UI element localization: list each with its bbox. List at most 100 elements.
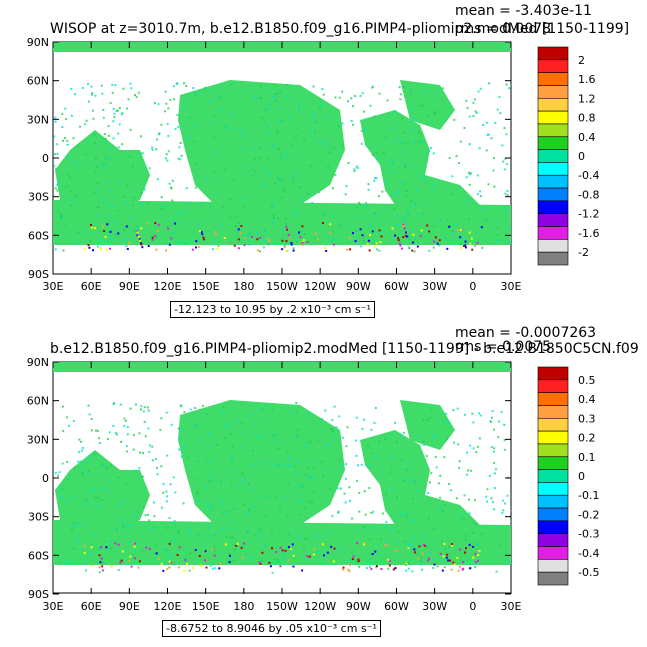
field-cell <box>419 235 422 238</box>
field-cell <box>315 536 318 539</box>
field-cell <box>486 488 489 491</box>
field-cell <box>174 491 177 494</box>
field-cell <box>151 148 154 151</box>
field-cell <box>301 569 304 572</box>
field-cell <box>128 559 131 562</box>
field-cell <box>493 461 496 464</box>
field-cell <box>277 448 280 451</box>
field-cell <box>397 237 400 240</box>
field-cell <box>469 469 472 472</box>
colorbar-label: 0.4 <box>578 393 596 406</box>
field-cell <box>419 563 422 566</box>
colorbar-swatch <box>537 187 569 202</box>
field-cell <box>105 546 108 549</box>
field-cell <box>412 233 415 236</box>
field-cell <box>347 568 350 571</box>
field-cell <box>157 133 160 136</box>
field-cell <box>237 221 240 224</box>
field-cell <box>331 514 334 517</box>
field-cell <box>468 543 471 546</box>
field-cell <box>355 416 358 419</box>
field-cell <box>324 409 327 412</box>
field-cell <box>466 451 469 454</box>
field-cell <box>169 98 172 101</box>
field-cell <box>104 235 107 238</box>
field-cell <box>295 127 298 130</box>
field-cell <box>70 204 73 207</box>
field-cell <box>402 86 405 89</box>
lon-label: 150E <box>192 280 220 293</box>
field-cell <box>188 569 191 572</box>
field-cell <box>196 424 199 427</box>
ocean-region <box>178 80 345 215</box>
colorbar-swatch <box>537 494 569 509</box>
field-cell <box>421 552 424 555</box>
lon-label: 90E <box>119 280 140 293</box>
field-cell <box>498 543 501 546</box>
field-cell <box>408 247 411 250</box>
lon-label: 0 <box>469 280 476 293</box>
field-cell <box>472 447 475 450</box>
field-cell <box>479 195 482 198</box>
field-cell <box>327 531 330 534</box>
colorbar-label: -1.2 <box>578 208 599 221</box>
ocean-region <box>53 200 511 245</box>
mean-label: mean = -0.0007263 <box>455 325 597 341</box>
field-cell <box>394 234 397 237</box>
field-cell <box>108 234 111 237</box>
field-cell <box>168 566 171 569</box>
field-cell <box>509 517 511 520</box>
field-cell <box>395 190 398 193</box>
field-cell <box>182 107 185 110</box>
field-cell <box>66 143 69 146</box>
field-cell <box>422 212 425 215</box>
field-cell <box>455 155 458 158</box>
field-cell <box>423 443 426 446</box>
field-cell <box>68 424 71 427</box>
field-cell <box>84 569 87 572</box>
field-cell <box>466 106 469 109</box>
field-cell <box>481 123 484 126</box>
ocean-region <box>360 430 480 535</box>
field-cell <box>236 542 239 545</box>
field-cell <box>172 563 175 566</box>
field-cell <box>378 229 381 232</box>
field-cell <box>101 92 104 95</box>
field-cell <box>168 542 171 545</box>
field-cell <box>503 126 506 129</box>
field-cell <box>208 433 211 436</box>
field-cell <box>459 247 462 250</box>
field-cell <box>373 115 376 118</box>
field-cell <box>107 189 110 192</box>
field-cell <box>178 436 181 439</box>
field-cell <box>321 222 324 225</box>
field-cell <box>126 433 129 436</box>
field-cell <box>299 236 302 239</box>
field-cell <box>297 428 300 431</box>
field-cell <box>457 569 460 572</box>
field-cell <box>155 552 158 555</box>
field-cell <box>488 82 491 85</box>
field-cell <box>428 230 431 233</box>
field-cell <box>102 116 105 119</box>
lon-label: 120W <box>304 600 336 613</box>
field-cell <box>274 434 277 437</box>
field-cell <box>364 204 367 207</box>
field-cell <box>65 416 68 419</box>
colorbar-swatch <box>537 533 569 547</box>
field-cell <box>102 108 105 111</box>
field-cell <box>70 88 73 91</box>
field-cell <box>76 522 79 525</box>
field-cell <box>384 182 387 185</box>
field-cell <box>304 442 307 445</box>
field-cell <box>430 146 433 149</box>
field-cell <box>504 192 507 195</box>
field-cell <box>444 419 447 422</box>
field-cell <box>288 464 291 467</box>
field-cell <box>226 422 229 425</box>
field-cell <box>279 180 282 183</box>
field-cell <box>405 562 408 565</box>
field-cell <box>223 236 226 239</box>
field-cell <box>412 519 415 522</box>
field-cell <box>56 210 59 213</box>
